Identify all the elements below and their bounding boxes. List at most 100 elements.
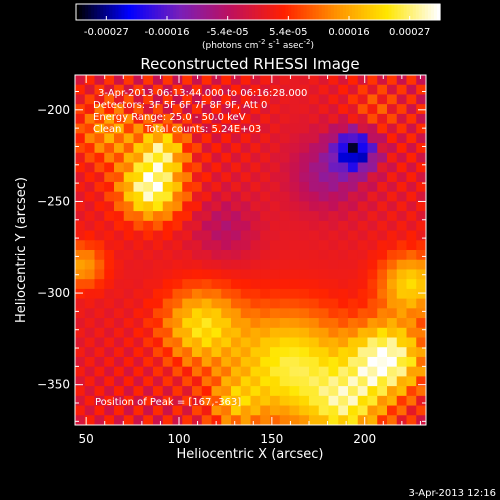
heatmap-cell [201, 386, 212, 397]
heatmap-cell [406, 162, 417, 173]
heatmap-cell [114, 366, 125, 377]
heatmap-cell [318, 143, 329, 154]
heatmap-cell [172, 337, 183, 348]
heatmap-cell [153, 172, 164, 183]
heatmap-cell [387, 308, 398, 319]
heatmap-cell [309, 308, 320, 319]
heatmap-cell [84, 84, 95, 95]
heatmap-cell [367, 172, 378, 183]
heatmap-cell [123, 172, 134, 183]
heatmap-cell [387, 152, 398, 163]
colorbar-cell [76, 4, 80, 20]
heatmap-cell [396, 220, 407, 232]
heatmap-cell [387, 386, 398, 397]
heatmap-cell [240, 356, 251, 368]
heatmap-cell [153, 75, 164, 86]
heatmap-cell [201, 405, 212, 416]
heatmap-cell [260, 172, 271, 183]
heatmap-cell [338, 250, 349, 261]
heatmap-cell [211, 386, 222, 397]
heatmap-cell [143, 298, 154, 309]
heatmap-cell [260, 337, 271, 348]
heatmap-cell [94, 123, 105, 134]
heatmap-cell [250, 240, 261, 251]
heatmap-cell [279, 288, 290, 300]
heatmap-cell [123, 395, 134, 407]
heatmap-cell [387, 84, 398, 95]
heatmap-cell [143, 123, 154, 134]
heatmap-cell [104, 288, 115, 300]
heatmap-cell [309, 269, 320, 280]
heatmap-cell [260, 104, 271, 115]
heatmap-cell [114, 405, 125, 416]
heatmap-cell [318, 405, 329, 416]
colorbar-cell [273, 4, 277, 20]
heatmap-cell [240, 104, 251, 115]
heatmap-cell [270, 298, 281, 309]
heatmap-cell [231, 172, 242, 183]
heatmap-cell [162, 366, 173, 377]
colorbar-cell [82, 4, 86, 20]
heatmap-cell [289, 104, 300, 115]
heatmap-cell [94, 279, 105, 290]
heatmap-cell [377, 250, 388, 261]
heatmap-cell [250, 259, 261, 270]
heatmap-cell [84, 133, 95, 144]
heatmap-cell [367, 152, 378, 163]
heatmap-cell [114, 211, 125, 222]
heatmap-cell [416, 211, 427, 222]
heatmap-cell [299, 386, 310, 397]
heatmap-cell [377, 113, 388, 125]
colorbar-cell [376, 4, 380, 20]
heatmap-cell [231, 84, 242, 95]
heatmap-cell [143, 220, 154, 232]
heatmap-cell [143, 327, 154, 338]
heatmap-cell [416, 327, 427, 338]
heatmap-cell [143, 191, 154, 202]
heatmap-cell [270, 220, 281, 232]
heatmap-cell [367, 250, 378, 261]
heatmap-cell [250, 269, 261, 280]
heatmap-cell [348, 288, 359, 300]
heatmap-cell [406, 269, 417, 280]
heatmap-cell [318, 94, 329, 105]
heatmap-cell [348, 347, 359, 358]
heatmap-cell [328, 191, 339, 202]
heatmap-cell [201, 94, 212, 105]
colorbar-cell [106, 4, 110, 20]
heatmap-cell [387, 269, 398, 280]
heatmap-cell [309, 337, 320, 348]
heatmap-cell [104, 133, 115, 144]
heatmap-cell [162, 356, 173, 368]
heatmap-cell [75, 84, 86, 95]
heatmap-cell [211, 240, 222, 251]
colorbar-cell [397, 4, 402, 20]
heatmap-cell [338, 366, 349, 377]
chart-title: Reconstructed RHESSI Image [140, 55, 359, 73]
heatmap-cell [260, 201, 271, 212]
heatmap-cell [182, 113, 193, 125]
heatmap-cell [182, 230, 193, 241]
heatmap-cell [377, 259, 388, 270]
heatmap-cell [240, 269, 251, 280]
heatmap-cell [270, 75, 281, 86]
heatmap-cell [270, 250, 281, 261]
heatmap-cell [338, 318, 349, 329]
heatmap-cell [260, 113, 271, 125]
colorbar-cell [79, 4, 83, 20]
heatmap-cell [192, 113, 203, 125]
heatmap-cell [104, 123, 115, 134]
heatmap-cell [279, 94, 290, 105]
heatmap-cell [348, 366, 359, 377]
heatmap-cell [348, 240, 359, 251]
heatmap-cell [396, 113, 407, 125]
heatmap-cell [84, 201, 95, 212]
heatmap-cell [338, 356, 349, 368]
heatmap-cell [338, 201, 349, 212]
heatmap-cell [240, 395, 251, 407]
heatmap-cell [104, 347, 115, 358]
heatmap-cell [299, 152, 310, 163]
heatmap-cell [114, 327, 125, 338]
heatmap-cell [114, 240, 125, 251]
heatmap-cell [211, 133, 222, 144]
